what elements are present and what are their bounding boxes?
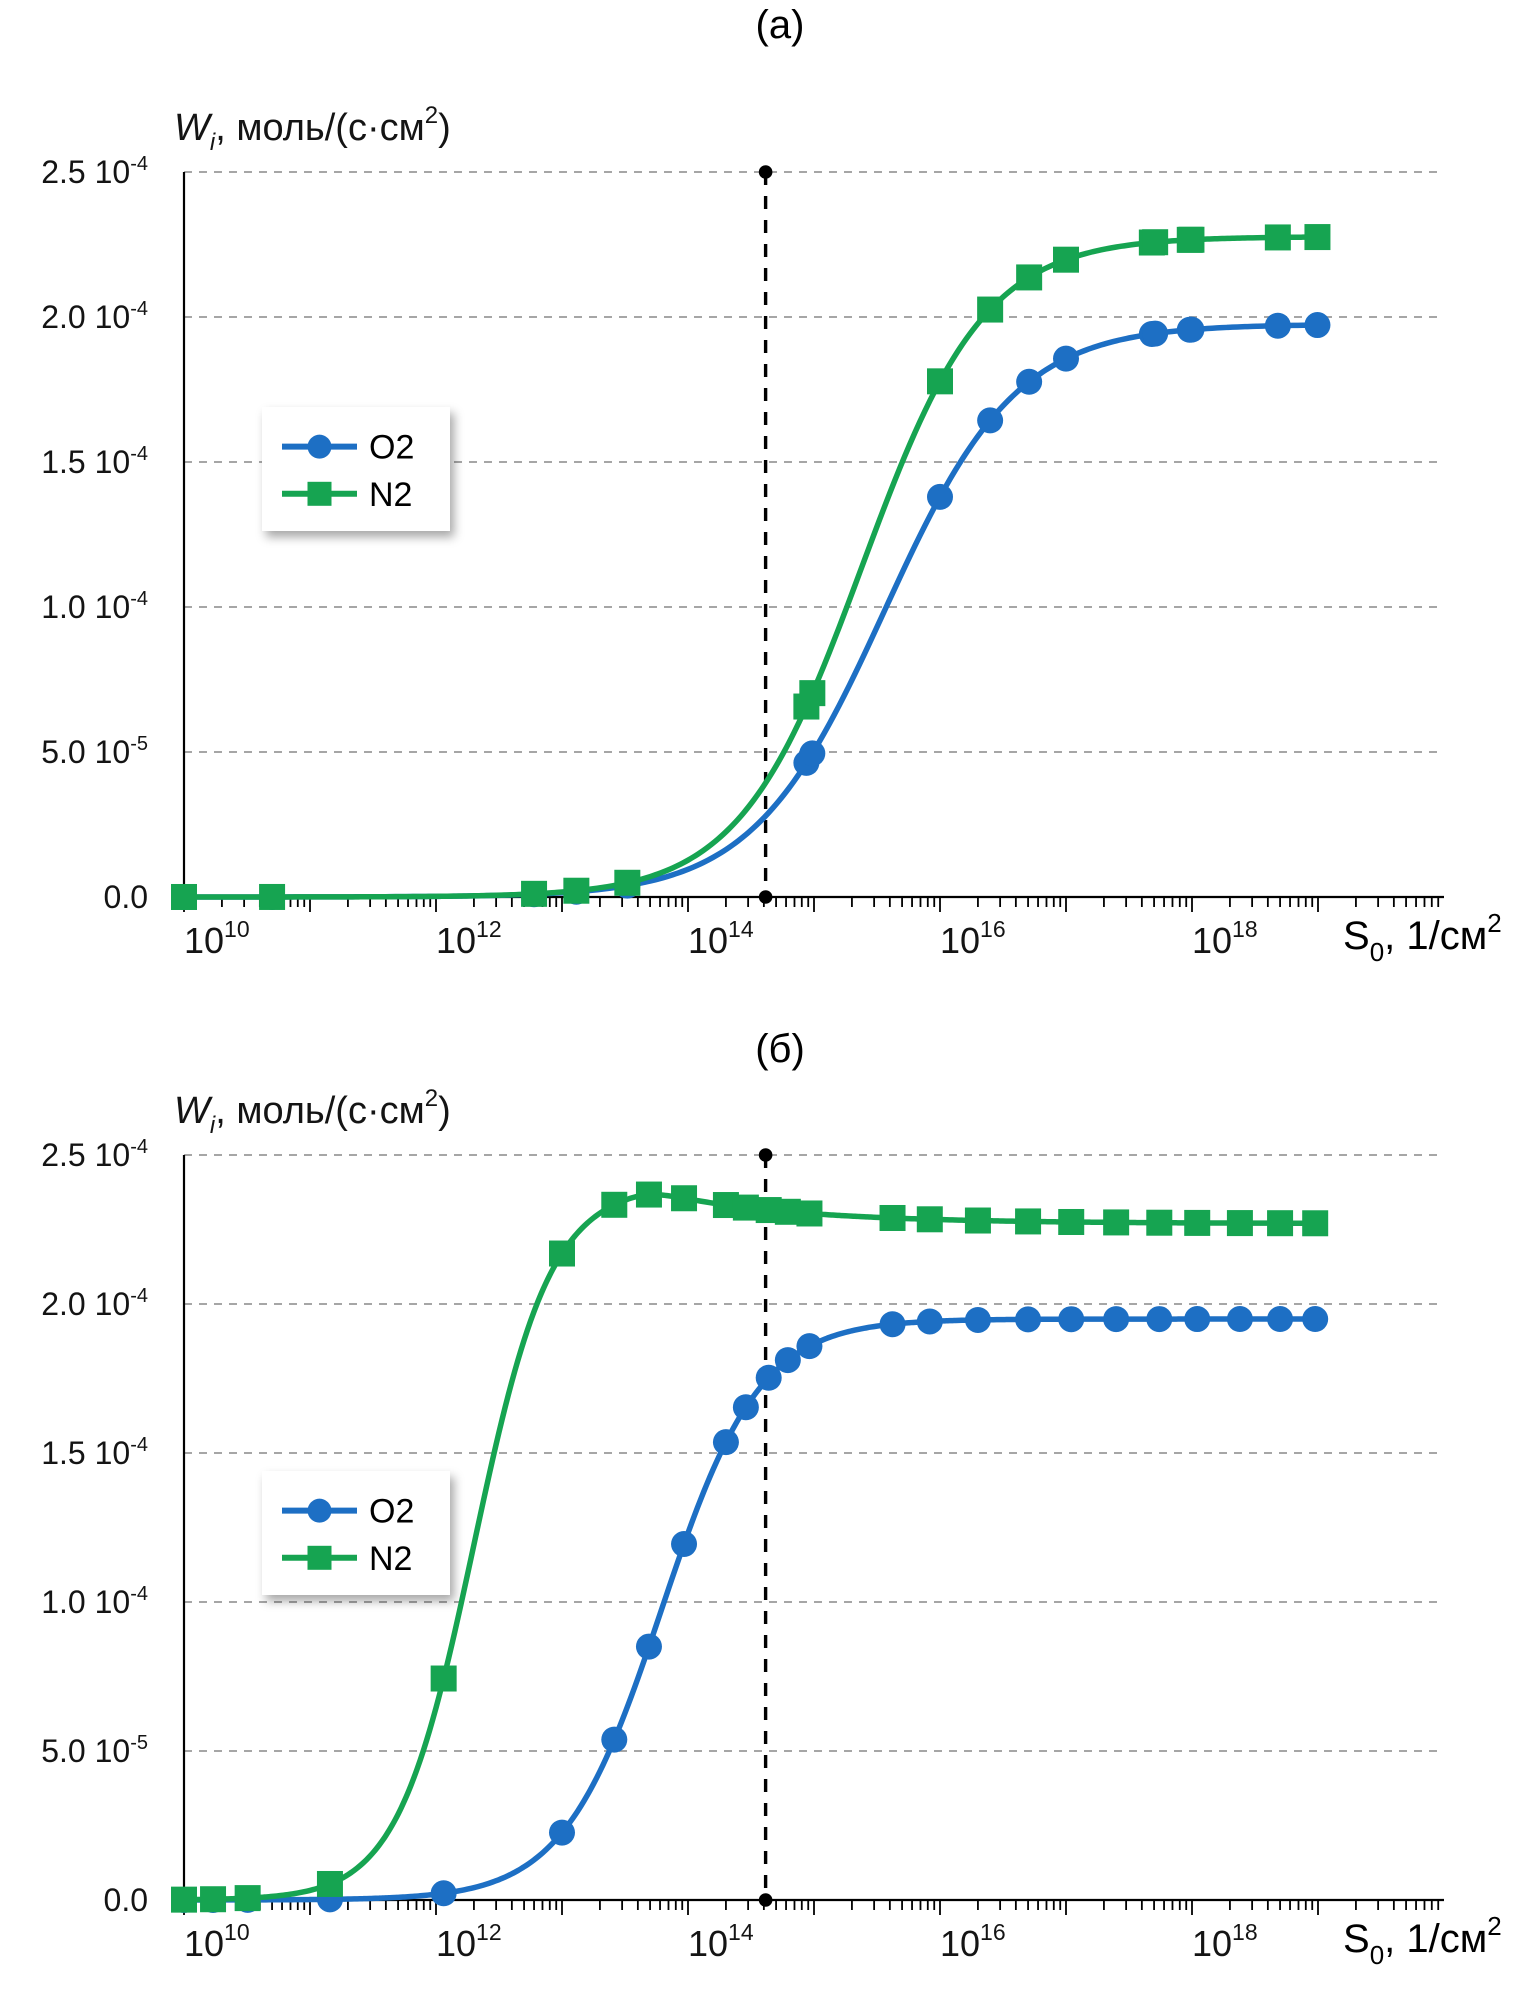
svg-text:N2: N2 [369,476,412,514]
svg-text:O2: O2 [369,1493,414,1531]
svg-text:Wi, моль/(с·см2): Wi, моль/(с·см2) [174,1085,451,1139]
svg-text:0.0: 0.0 [104,1882,148,1918]
svg-text:N2: N2 [369,1540,412,1578]
svg-text:O2: O2 [369,429,414,467]
svg-text:(б): (б) [755,1027,805,1071]
svg-text:(а): (а) [756,3,805,47]
svg-text:0.0: 0.0 [104,879,148,915]
svg-text:Wi, моль/(с·см2): Wi, моль/(с·см2) [174,102,451,156]
